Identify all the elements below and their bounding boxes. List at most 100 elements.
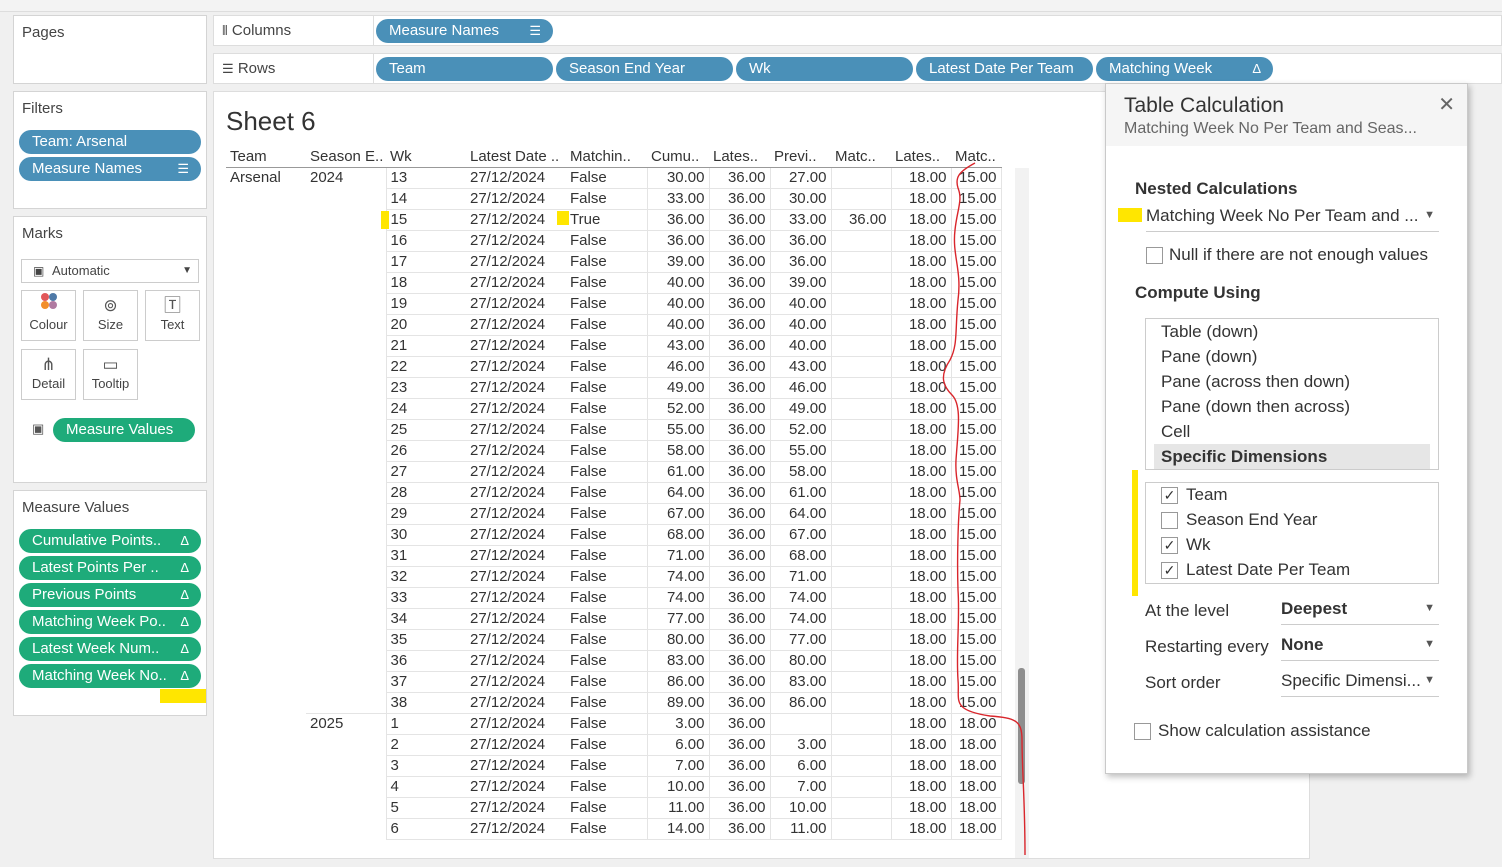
col-header[interactable]: Previ.. bbox=[770, 146, 831, 168]
restarting-every-dropdown[interactable]: None ▼ bbox=[1281, 635, 1439, 661]
value-cell: 36.00 bbox=[708, 482, 770, 504]
delta-icon: Δ bbox=[180, 668, 189, 683]
value-cell bbox=[830, 734, 891, 756]
close-icon[interactable]: ✕ bbox=[1438, 94, 1455, 116]
vertical-scrollbar[interactable] bbox=[1015, 168, 1029, 858]
col-header[interactable]: Wk bbox=[386, 146, 466, 168]
compute-using-list[interactable]: Table (down) Pane (down) Pane (across th… bbox=[1145, 318, 1439, 470]
sheet-title: Sheet 6 bbox=[226, 106, 316, 136]
columns-shelf[interactable]: ⦀ Columns Measure Names ☰ bbox=[213, 15, 1502, 46]
value-cell: 30.00 bbox=[769, 188, 831, 210]
wk-cell: 31 bbox=[385, 545, 466, 567]
col-header[interactable]: Season E.. bbox=[306, 146, 386, 168]
value-cell: 18.00 bbox=[890, 797, 951, 819]
filters-shelf[interactable]: Filters Team: Arsenal Measure Names ☰ bbox=[13, 91, 207, 209]
value-cell: 40.00 bbox=[646, 272, 709, 294]
measure-pill-previous-points[interactable]: Previous Points Δ bbox=[19, 583, 201, 607]
option-pane-across-then-down[interactable]: Pane (across then down) bbox=[1161, 372, 1350, 391]
option-table-down[interactable]: Table (down) bbox=[1161, 322, 1259, 341]
col-header[interactable]: Matchin.. bbox=[566, 146, 647, 168]
value-cell: 18.00 bbox=[890, 251, 951, 273]
value-cell bbox=[830, 314, 891, 336]
date-cell: 27/12/2024 bbox=[466, 629, 566, 651]
show-calc-assistance-checkbox[interactable] bbox=[1134, 723, 1151, 740]
wk-cell: 27 bbox=[385, 461, 466, 483]
team-cell bbox=[226, 314, 306, 335]
mark-type-dropdown[interactable]: ▣ Automatic ▼ bbox=[21, 259, 199, 283]
date-cell: 27/12/2024 bbox=[466, 713, 566, 735]
date-cell: 27/12/2024 bbox=[466, 167, 566, 189]
value-cell: 46.00 bbox=[646, 356, 709, 378]
measure-pill-latest-week-num[interactable]: Latest Week Num.. Δ bbox=[19, 637, 201, 661]
filter-pill-measure-names[interactable]: Measure Names ☰ bbox=[19, 157, 201, 181]
value-cell bbox=[830, 188, 891, 210]
value-cell: 36.00 bbox=[708, 734, 770, 756]
measure-pill-matching-week-no[interactable]: Matching Week No.. Δ bbox=[19, 664, 201, 688]
team-cell bbox=[226, 545, 306, 566]
column-pill-measure-names[interactable]: Measure Names ☰ bbox=[376, 19, 553, 43]
scrollbar-thumb[interactable] bbox=[1018, 668, 1025, 784]
size-button[interactable]: ⊚ Size bbox=[83, 290, 138, 341]
colour-button[interactable]: Colour bbox=[21, 290, 76, 341]
wk-cell: 38 bbox=[385, 692, 466, 714]
value-cell: 18.00 bbox=[890, 545, 951, 567]
option-pane-down-then-across[interactable]: Pane (down then across) bbox=[1161, 397, 1350, 416]
option-specific-dimensions[interactable]: Specific Dimensions bbox=[1161, 447, 1328, 466]
col-header[interactable]: Lates.. bbox=[891, 146, 951, 168]
option-pane-down[interactable]: Pane (down) bbox=[1161, 347, 1258, 366]
value-cell: 74.00 bbox=[769, 587, 831, 609]
filter-pill-team[interactable]: Team: Arsenal bbox=[19, 130, 201, 154]
nested-calculation-dropdown[interactable]: Matching Week No Per Team and ... ▼ bbox=[1146, 206, 1439, 232]
row-pill-matching-week[interactable]: Matching Week Δ bbox=[1096, 57, 1273, 81]
value-cell: 71.00 bbox=[646, 545, 709, 567]
option-cell[interactable]: Cell bbox=[1161, 422, 1191, 441]
dimension-label: Team bbox=[1186, 485, 1228, 504]
chevron-down-icon: ▼ bbox=[1424, 209, 1435, 221]
dimension-checkbox-latest-date[interactable]: ✓ bbox=[1161, 562, 1178, 579]
value-cell: 36.00 bbox=[708, 314, 770, 336]
col-header[interactable]: Lates.. bbox=[709, 146, 770, 168]
row-pill-season-end-year[interactable]: Season End Year bbox=[556, 57, 733, 81]
measure-pill-matching-week-po[interactable]: Matching Week Po.. Δ bbox=[19, 610, 201, 634]
team-cell bbox=[226, 482, 306, 503]
dimension-checkbox-wk[interactable]: ✓ bbox=[1161, 537, 1178, 554]
text-button[interactable]: 🅃 Text bbox=[145, 290, 200, 341]
measure-values-pill[interactable]: Measure Values bbox=[53, 418, 195, 442]
col-header[interactable]: Matc.. bbox=[831, 146, 891, 168]
row-pill-wk[interactable]: Wk bbox=[736, 57, 913, 81]
dialog-header: Table Calculation Matching Week No Per T… bbox=[1106, 84, 1467, 146]
sort-order-dropdown[interactable]: Specific Dimensi... ▼ bbox=[1281, 671, 1439, 697]
date-cell: 27/12/2024 bbox=[466, 272, 566, 294]
dimension-checkbox-team[interactable]: ✓ bbox=[1161, 487, 1178, 504]
detail-button[interactable]: ⋔ Detail bbox=[21, 349, 76, 400]
rows-label: ☰ Rows bbox=[222, 60, 276, 77]
wk-cell: 35 bbox=[385, 629, 466, 651]
row-pill-team[interactable]: Team bbox=[376, 57, 553, 81]
pages-shelf[interactable]: Pages bbox=[13, 15, 207, 84]
row-pill-latest-date[interactable]: Latest Date Per Team bbox=[916, 57, 1093, 81]
data-table: Team Season E.. Wk Latest Date .. Matchi… bbox=[226, 146, 1002, 840]
value-cell: 6.00 bbox=[646, 734, 709, 756]
value-cell: 18.00 bbox=[890, 461, 951, 483]
null-if-not-enough-checkbox[interactable] bbox=[1146, 247, 1163, 264]
matching-cell: False bbox=[566, 251, 647, 273]
season-cell bbox=[306, 188, 386, 209]
measure-pill-cumulative[interactable]: Cumulative Points.. Δ bbox=[19, 529, 201, 553]
table-row: 31 27/12/2024 False 71.00 36.00 68.00 18.00 15.… bbox=[226, 545, 1002, 567]
at-the-level-dropdown[interactable]: Deepest ▼ bbox=[1281, 599, 1439, 625]
rows-shelf[interactable]: ☰ Rows Team Season End Year Wk Latest Da… bbox=[213, 53, 1502, 84]
value-cell: 18.00 bbox=[890, 524, 951, 546]
selected-option-bg bbox=[1154, 444, 1430, 469]
value-cell bbox=[830, 524, 891, 546]
season-cell bbox=[306, 419, 386, 440]
team-cell bbox=[226, 713, 306, 734]
dimension-checkbox-season[interactable] bbox=[1161, 512, 1178, 529]
col-header[interactable]: Latest Date .. bbox=[466, 146, 566, 168]
col-header[interactable]: Cumu.. bbox=[647, 146, 709, 168]
value-cell: 18.00 bbox=[890, 398, 951, 420]
measure-pill-latest-points[interactable]: Latest Points Per .. Δ bbox=[19, 556, 201, 580]
col-header[interactable]: Team bbox=[226, 146, 306, 168]
tooltip-button[interactable]: ▭ Tooltip bbox=[83, 349, 138, 400]
col-header[interactable]: Matc.. bbox=[951, 146, 1001, 168]
value-cell: 27.00 bbox=[769, 167, 831, 189]
